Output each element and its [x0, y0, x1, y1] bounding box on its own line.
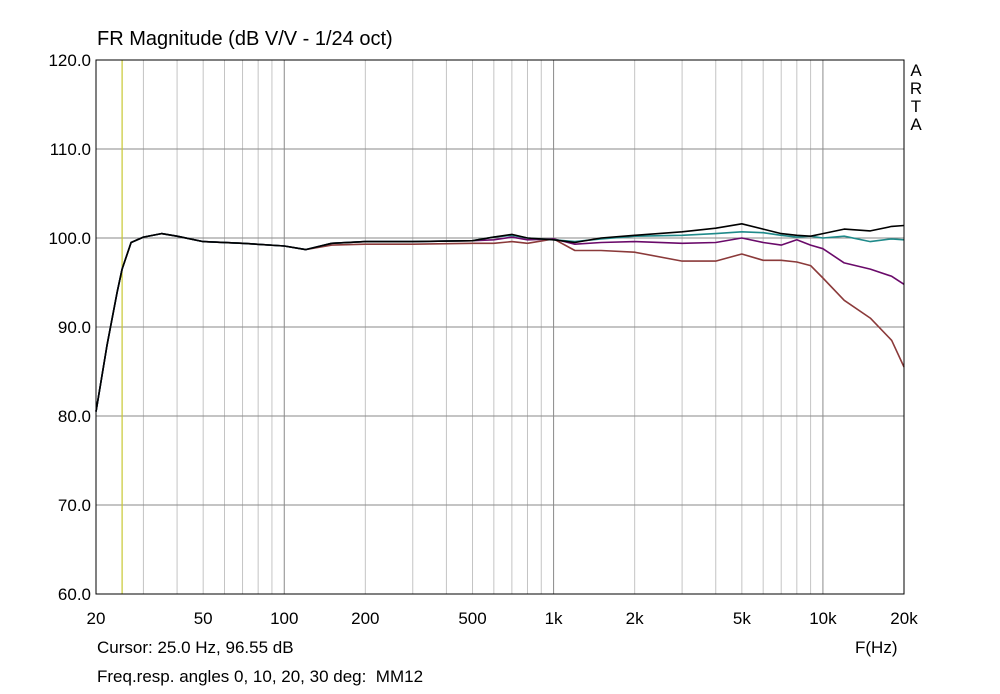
x-tick-label: 5k	[733, 609, 751, 628]
y-tick-label: 100.0	[48, 229, 91, 248]
x-tick-label: 500	[458, 609, 486, 628]
x-tick-label: 10k	[809, 609, 837, 628]
series-line	[95, 223, 905, 412]
chart-title: FR Magnitude (dB V/V - 1/24 oct)	[97, 28, 393, 50]
x-tick-label: 20k	[890, 609, 918, 628]
grid-lines	[96, 59, 904, 595]
y-tick-label: 80.0	[58, 407, 91, 426]
y-tick-label: 70.0	[58, 496, 91, 515]
series-lines	[95, 223, 905, 412]
series-line	[95, 232, 905, 412]
series-line	[95, 231, 905, 412]
watermark-letter: A	[910, 61, 922, 80]
x-tick-label: 1k	[545, 609, 563, 628]
y-tick-label: 110.0	[50, 140, 91, 159]
y-tick-label: 120.0	[48, 51, 91, 70]
x-tick-label: 2k	[626, 609, 644, 628]
x-tick-label: 200	[351, 609, 379, 628]
x-tick-label: 100	[270, 609, 298, 628]
cursor-readout: Cursor: 25.0 Hz, 96.55 dB	[97, 638, 294, 657]
x-tick-labels: 20 50 100 200 500 1k 2k 5k 10k 20k	[87, 609, 919, 628]
y-tick-labels: 60.0 70.0 80.0 90.0 100.0 110.0 120.0	[48, 51, 91, 604]
x-tick-label: 20	[87, 609, 106, 628]
y-tick-label: 60.0	[58, 585, 91, 604]
watermark-letter: T	[910, 97, 922, 116]
watermark-letter: R	[909, 79, 923, 98]
x-tick-label: 50	[194, 609, 213, 628]
measurement-description: Freq.resp. angles 0, 10, 20, 30 deg: MM1…	[97, 667, 424, 686]
x-axis-label: F(Hz)	[855, 638, 898, 657]
plot-frame	[95, 59, 905, 595]
watermark-letter: A	[910, 115, 922, 134]
arta-watermark: A R T A	[909, 62, 923, 134]
y-tick-label: 90.0	[58, 318, 91, 337]
